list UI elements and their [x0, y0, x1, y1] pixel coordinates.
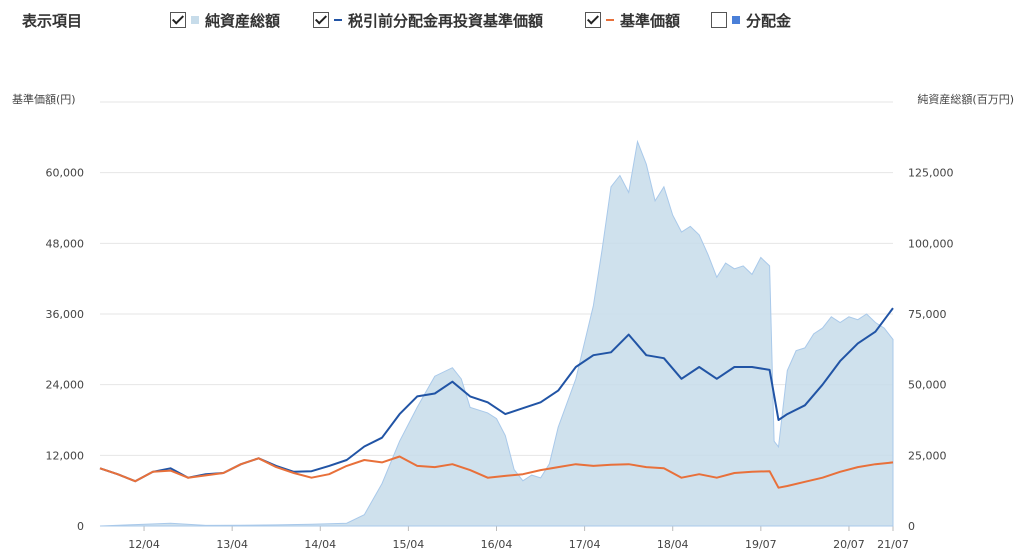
- legend-label: 税引前分配金再投資基準価額: [348, 11, 544, 30]
- legend-item-net-assets[interactable]: 純資産総額: [170, 8, 280, 32]
- x-tick-label: 14/04: [304, 538, 336, 551]
- x-tick-label: 15/04: [393, 538, 425, 551]
- x-tick-label: 17/04: [569, 538, 601, 551]
- right-axis-title: 純資産総額(百万円): [917, 92, 1014, 106]
- right-tick-label: 0: [908, 520, 915, 533]
- x-tick-label: 13/04: [216, 538, 248, 551]
- x-tick-label: 20/07: [833, 538, 865, 551]
- legend-item-distribution[interactable]: 分配金: [711, 8, 791, 32]
- series-line-2: [99, 455, 894, 489]
- right-tick-label: 25,000: [908, 449, 947, 462]
- left-axis-title: 基準価額(円): [12, 92, 76, 106]
- net-assets-area-path: [99, 139, 894, 527]
- legend-bar: 表示項目 純資産総額 税引前分配金再投資基準価額 基準価額 分配金: [0, 0, 1024, 42]
- dash-marker-icon: [606, 19, 614, 21]
- left-axis-ticks: 0 12,000 24,000 36,000 48,000 60,000: [46, 167, 85, 533]
- x-axis-ticks: 12/04 13/04 14/04 15/04 16/04 17/04 18/04 19/07…: [128, 538, 909, 551]
- legend-label: 純資産総額: [205, 11, 281, 30]
- x-tick-label: 12/04: [128, 538, 160, 551]
- right-tick-label: 50,000: [908, 379, 947, 392]
- right-axis-ticks: 0 25,000 50,000 75,000 100,000 125,000: [908, 167, 954, 533]
- series-lines: [99, 307, 894, 489]
- dash-marker-icon: [334, 19, 342, 21]
- right-tick-label: 125,000: [908, 167, 954, 180]
- net-assets-area: [99, 139, 894, 527]
- legend-label: 基準価額: [620, 11, 681, 30]
- left-tick-label: 0: [77, 520, 84, 533]
- price-chart: 0 12,000 24,000 36,000 48,000 60,000 0 25,000 5…: [12, 92, 1014, 551]
- x-tick-label: 18/04: [657, 538, 689, 551]
- x-tick-label: 19/07: [745, 538, 777, 551]
- left-tick-label: 24,000: [46, 379, 85, 392]
- checkbox[interactable]: [170, 12, 186, 28]
- grid-lines: [100, 101, 894, 531]
- square-marker-icon: [191, 16, 199, 24]
- left-tick-label: 12,000: [46, 449, 85, 462]
- left-tick-label: 48,000: [46, 237, 85, 250]
- right-tick-label: 100,000: [908, 237, 954, 250]
- right-tick-label: 75,000: [908, 308, 947, 321]
- legend-item-reinvested-nav[interactable]: 税引前分配金再投資基準価額: [313, 8, 543, 32]
- checkbox[interactable]: [585, 12, 601, 28]
- x-tick-label: 21/07: [877, 538, 909, 551]
- checkbox[interactable]: [313, 12, 329, 28]
- left-tick-label: 36,000: [46, 308, 85, 321]
- legend-title: 表示項目: [22, 12, 83, 30]
- legend-item-nav[interactable]: 基準価額: [585, 8, 680, 32]
- x-tick-label: 16/04: [481, 538, 513, 551]
- left-tick-label: 60,000: [46, 167, 85, 180]
- checkbox[interactable]: [711, 12, 727, 28]
- square-marker-icon: [732, 16, 740, 24]
- legend-label: 分配金: [746, 11, 792, 30]
